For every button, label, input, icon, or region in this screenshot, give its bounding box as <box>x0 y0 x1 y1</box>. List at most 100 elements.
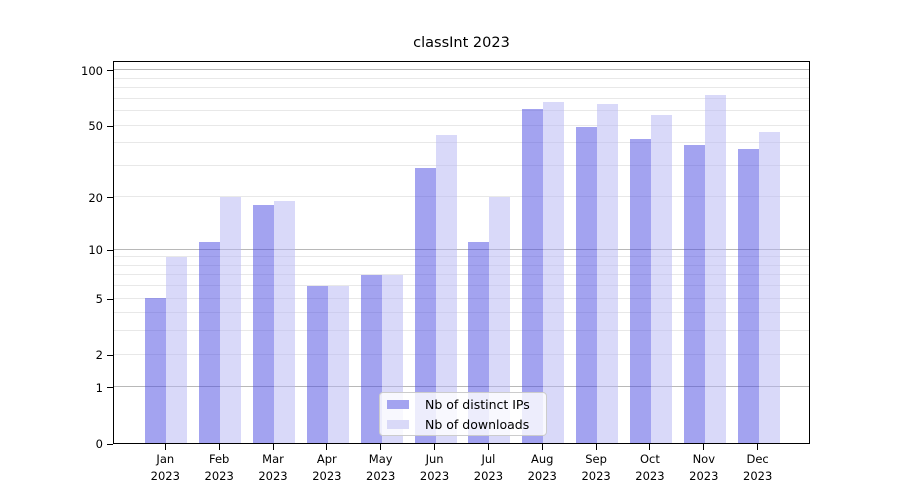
gridline <box>114 330 809 332</box>
bar-distinct-ips-feb <box>199 242 221 443</box>
y-tick <box>107 443 113 445</box>
gridline <box>114 69 809 71</box>
gridline <box>114 110 809 112</box>
bar-downloads-sep <box>597 104 619 443</box>
gridline <box>114 297 809 299</box>
bar-downloads-aug <box>543 101 565 443</box>
gridline <box>114 248 809 250</box>
x-label-month: May <box>368 452 393 466</box>
bar-distinct-ips-nov <box>683 144 705 443</box>
bar-downloads-jan <box>166 256 188 443</box>
plot-area: Nb of distinct IPs Nb of downloads <box>113 61 810 444</box>
bar-distinct-ips-dec <box>737 148 759 443</box>
bar-downloads-mar <box>274 200 295 443</box>
y-axis-label: 20 <box>88 190 103 205</box>
x-label-year: 2023 <box>581 468 611 483</box>
y-axis-label: 100 <box>81 63 103 78</box>
bar-distinct-ips-aug <box>522 109 544 443</box>
y-axis-label: 50 <box>88 119 103 134</box>
x-axis-label-oct: Oct 2023 <box>620 451 680 484</box>
x-label-year: 2023 <box>473 468 504 483</box>
y-axis-label: 5 <box>95 292 103 307</box>
gridline <box>114 353 809 355</box>
x-axis-label-nov: Nov 2023 <box>674 451 734 484</box>
gridline <box>114 386 809 388</box>
y-tick <box>107 354 113 356</box>
legend-label-downloads: Nb of downloads <box>425 416 530 432</box>
gridline <box>114 164 809 166</box>
x-label-year: 2023 <box>312 468 342 483</box>
bar-downloads-apr <box>327 285 349 443</box>
gridline <box>114 77 809 79</box>
bar-downloads-feb <box>220 196 242 443</box>
x-label-month: Jan <box>156 452 175 466</box>
x-label-month: Sep <box>585 452 607 466</box>
x-tick <box>541 444 543 450</box>
x-label-month: Nov <box>692 452 716 466</box>
bar-distinct-ips-sep <box>576 126 598 443</box>
x-label-month: Feb <box>208 452 230 466</box>
legend-swatch-distinct-ips <box>387 399 409 409</box>
gridline <box>114 274 809 276</box>
x-label-month: Jun <box>425 452 444 466</box>
x-label-year: 2023 <box>204 468 234 483</box>
x-tick <box>164 444 166 450</box>
bar-distinct-ips-jan <box>145 298 167 443</box>
x-tick <box>757 444 759 450</box>
legend-entry-distinct-ips: Nb of distinct IPs <box>387 395 546 414</box>
x-label-year: 2023 <box>258 468 288 483</box>
bar-downloads-jul <box>489 196 511 443</box>
legend-label-distinct-ips: Nb of distinct IPs <box>425 396 530 412</box>
x-tick <box>326 444 328 450</box>
gridline <box>114 97 809 99</box>
bar-distinct-ips-apr <box>306 285 328 443</box>
x-label-month: Apr <box>316 452 337 466</box>
x-tick <box>595 444 597 450</box>
x-tick <box>649 444 651 450</box>
y-axis-label: 1 <box>95 380 103 395</box>
x-axis-label-dec: Dec 2023 <box>728 451 788 484</box>
x-tick <box>218 444 220 450</box>
gridline <box>114 264 809 266</box>
bar-downloads-jun <box>435 135 457 443</box>
bar-distinct-ips-may <box>360 274 382 443</box>
x-axis-label-aug: Aug 2023 <box>512 451 572 484</box>
x-tick <box>272 444 274 450</box>
x-label-year: 2023 <box>419 468 450 483</box>
bar-distinct-ips-mar <box>253 204 274 443</box>
gridline <box>114 142 809 144</box>
y-axis-label: 10 <box>88 243 103 258</box>
x-label-month: Dec <box>746 452 769 466</box>
x-tick <box>380 444 382 450</box>
x-label-month: Oct <box>639 452 660 466</box>
y-tick <box>107 70 113 72</box>
x-label-month: Mar <box>262 452 284 466</box>
legend-swatch-downloads <box>387 419 409 429</box>
x-axis-label-sep: Sep 2023 <box>566 451 626 484</box>
y-tick <box>107 125 113 127</box>
gridline <box>114 196 809 198</box>
y-axis-label: 2 <box>95 348 103 363</box>
x-label-year: 2023 <box>366 468 396 483</box>
x-axis-label-mar: Mar 2023 <box>243 451 303 484</box>
x-axis-label-apr: Apr 2023 <box>297 451 357 484</box>
gridline <box>114 87 809 89</box>
gridline <box>114 256 809 258</box>
bar-distinct-ips-oct <box>629 138 651 443</box>
x-label-year: 2023 <box>689 468 719 483</box>
x-axis-label-jun: Jun 2023 <box>405 451 465 484</box>
x-axis-label-feb: Feb 2023 <box>189 451 249 484</box>
gridline <box>114 285 809 287</box>
y-axis-label: 0 <box>95 437 103 451</box>
y-tick <box>107 249 113 251</box>
x-tick <box>703 444 705 450</box>
x-label-year: 2023 <box>527 468 557 483</box>
gridline <box>114 312 809 314</box>
x-label-year: 2023 <box>150 468 180 483</box>
legend: Nb of distinct IPs Nb of downloads <box>379 392 547 436</box>
x-tick <box>434 444 436 450</box>
x-axis-label-jul: Jul 2023 <box>458 451 518 484</box>
bar-downloads-oct <box>650 114 672 443</box>
x-label-year: 2023 <box>743 468 773 483</box>
